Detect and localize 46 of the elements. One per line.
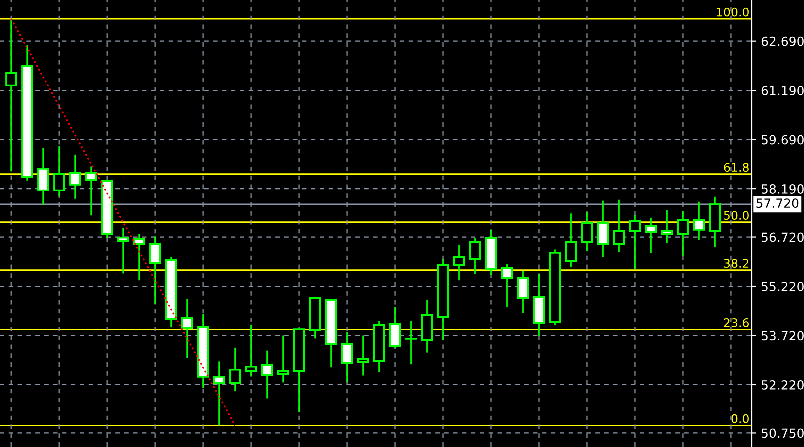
candlestick <box>629 214 642 270</box>
candlestick <box>661 209 674 244</box>
candlestick <box>70 154 82 200</box>
candlestick <box>278 335 290 384</box>
candlestick <box>693 201 706 241</box>
candlestick <box>357 335 370 376</box>
candlestick <box>341 331 354 384</box>
y-tick-label: 61.190 <box>762 86 804 96</box>
candlestick <box>182 298 194 360</box>
candlestick <box>54 145 66 198</box>
candlestick <box>86 166 98 216</box>
candlestick <box>134 233 146 282</box>
candlestick <box>469 238 482 276</box>
candlestick <box>230 347 242 392</box>
candlestick <box>38 147 50 206</box>
ref-line-label: 57.720 <box>756 198 799 208</box>
y-tick-label: 53.720 <box>762 331 804 341</box>
candlestick <box>565 212 578 268</box>
candlestick <box>389 306 402 349</box>
candlestick <box>453 244 466 282</box>
ref-line-label: 50.0 <box>724 211 749 220</box>
y-tick-label: 56.720 <box>762 232 804 242</box>
ref-line-label: 61.8 <box>724 163 749 172</box>
candlestick <box>597 200 610 258</box>
y-tick-label: 62.690 <box>762 36 804 46</box>
candlestick <box>677 210 690 258</box>
y-tick-label: 58.190 <box>762 184 804 194</box>
candlestick <box>405 320 418 366</box>
candlestick <box>246 324 258 378</box>
candlestick <box>645 217 658 254</box>
ref-line-label: 100.0 <box>717 8 749 17</box>
candlestick <box>262 350 274 400</box>
ref-line-label: 0.0 <box>732 414 749 424</box>
y-tick-label: 55.220 <box>762 282 804 292</box>
candlestick <box>214 360 226 426</box>
ref-line-label: 23.6 <box>724 318 749 328</box>
candlestick <box>118 227 130 274</box>
y-tick-label: 52.220 <box>762 380 804 390</box>
y-tick-label: 50.750 <box>762 428 804 438</box>
candlestick <box>501 264 514 308</box>
candlestick <box>613 199 626 254</box>
y-tick-label: 59.690 <box>762 135 804 145</box>
candlestick <box>517 270 530 314</box>
candlestick <box>150 236 162 305</box>
candlestick <box>581 211 594 252</box>
ref-line-label: 38.2 <box>724 259 749 268</box>
